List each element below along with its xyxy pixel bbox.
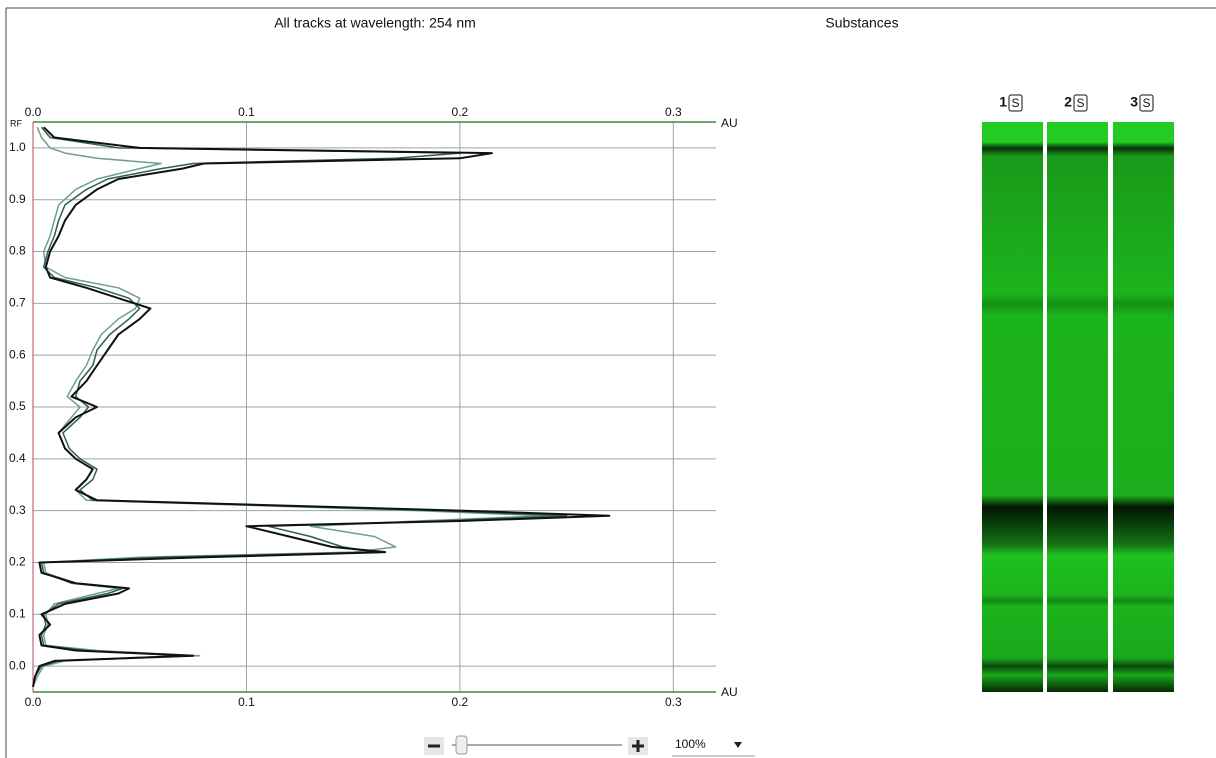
axis-label: RF	[10, 118, 22, 128]
x-tick-label: 0.2	[452, 695, 469, 709]
zoom-slider-thumb[interactable]	[456, 736, 467, 754]
y-tick-label: 0.2	[9, 555, 26, 569]
x-tick-label: 0.3	[665, 105, 682, 119]
track-lane	[1113, 122, 1174, 692]
x-tick-label: 0.0	[25, 105, 42, 119]
y-tick-label: 0.1	[9, 606, 26, 620]
chart-title: All tracks at wavelength: 254 nm	[274, 15, 476, 31]
track-number: 2	[1064, 94, 1072, 110]
track-badge: S	[1076, 96, 1084, 110]
plot: 0.0 0.0 0.1 0.1 0.2 0.2 0.3 0.3 0.0 0.1 0.2 0.3 0.4 0…	[9, 105, 738, 709]
plate-title: Substances	[825, 15, 898, 31]
y-tick-label: 0.4	[9, 451, 26, 465]
y-tick-label: 0.0	[9, 658, 26, 672]
dropdown-arrow[interactable]	[734, 742, 742, 748]
x-tick-label: 0.1	[238, 105, 255, 119]
x-tick-label: 0.2	[452, 105, 469, 119]
y-tick-label: 0.9	[9, 192, 26, 206]
y-tick-label: 0.6	[9, 347, 26, 361]
y-tick-label: 0.7	[9, 296, 26, 310]
x-tick-label: 0.0	[25, 695, 42, 709]
track-number: 1	[999, 94, 1007, 110]
zoom-control[interactable]: 100%	[424, 736, 755, 756]
track-lane	[982, 122, 1043, 692]
y-tick-label: 0.5	[9, 399, 26, 413]
x-tick-label: 0.3	[665, 695, 682, 709]
axis-label: AU	[721, 685, 738, 699]
track-lane	[1047, 122, 1108, 692]
zoom-level[interactable]: 100%	[675, 737, 706, 751]
track-number: 3	[1130, 94, 1138, 110]
track-badge: S	[1142, 96, 1150, 110]
axis-label: AU	[721, 116, 738, 130]
y-tick-label: 1.0	[9, 140, 26, 154]
x-tick-label: 0.1	[238, 695, 255, 709]
track-badge: S	[1011, 96, 1019, 110]
y-tick-label: 0.3	[9, 503, 26, 517]
y-tick-label: 0.8	[9, 244, 26, 258]
screen: All tracks at wavelength: 254 nm Substan…	[0, 0, 1216, 758]
